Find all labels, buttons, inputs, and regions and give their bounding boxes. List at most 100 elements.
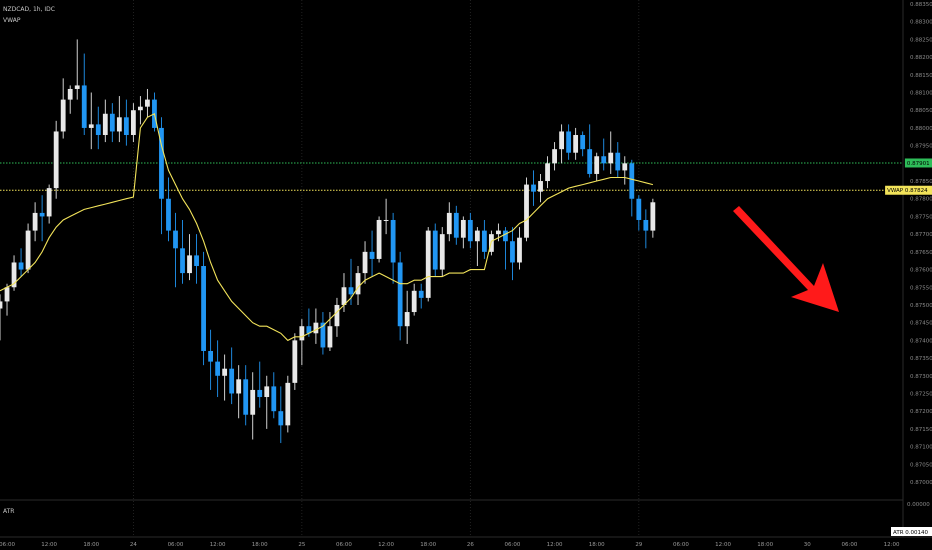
- candle-up: [4, 283, 10, 316]
- candle-body: [320, 322, 326, 348]
- candle-down: [369, 230, 375, 277]
- candle-body: [102, 113, 108, 136]
- candle-body: [95, 124, 101, 136]
- price-tick-label: 0.88200: [910, 55, 932, 61]
- candle-body: [496, 230, 501, 235]
- candle-down: [180, 219, 185, 284]
- candle-body: [383, 219, 389, 221]
- time-tick-label: 12:00: [884, 542, 900, 548]
- candle-body: [629, 163, 635, 199]
- candle-body: [109, 113, 115, 132]
- symbol-title[interactable]: NZDCAD, 1h, IDC: [3, 6, 55, 13]
- candle-down: [636, 195, 642, 231]
- candle-down: [194, 234, 199, 284]
- candle-down: [601, 138, 607, 171]
- candle-down: [467, 212, 473, 249]
- time-axis[interactable]: 06:00 12:00 18:00 24 06:00 12:00 18:00 25 06:00 1…: [0, 542, 900, 548]
- price-tick-label: 0.88150: [910, 73, 932, 79]
- candle-down: [418, 283, 424, 309]
- candle-down: [215, 340, 221, 398]
- candle-up: [116, 96, 122, 143]
- candle-body: [334, 304, 340, 327]
- time-tick-label: 06:00: [336, 542, 352, 548]
- candle-down: [257, 361, 263, 408]
- candle-body: [411, 290, 417, 313]
- candle-body: [397, 262, 403, 327]
- candle-up: [0, 294, 3, 341]
- candle-body: [18, 262, 24, 270]
- time-tick-label: 25: [298, 542, 305, 548]
- candle-body: [538, 181, 543, 192]
- candle-body: [215, 361, 221, 376]
- time-tick-label: 12:00: [378, 542, 394, 548]
- candle-down: [432, 223, 438, 277]
- down-arrow-annotation[interactable]: [733, 206, 839, 312]
- candle-down: [320, 312, 326, 355]
- candle-down: [566, 124, 572, 160]
- candle-up: [524, 177, 529, 242]
- candle-body: [467, 219, 473, 242]
- candle-body: [180, 248, 185, 274]
- candle-down: [531, 170, 536, 206]
- candle-body: [580, 135, 586, 150]
- time-tick-label: 06:00: [841, 542, 857, 548]
- candle-body: [636, 198, 642, 220]
- candle-up: [334, 297, 340, 337]
- vwap-level-tag-text: VWAP 0.87824: [887, 188, 928, 194]
- candle-up: [425, 227, 431, 302]
- time-tick-label: 12:00: [547, 542, 563, 548]
- green-level-tag-text: 0.87901: [907, 161, 930, 167]
- candle-up: [74, 39, 80, 100]
- candle-body: [208, 350, 213, 362]
- candle-body: [278, 411, 284, 426]
- indicator-label[interactable]: VWAP: [3, 17, 21, 24]
- vwap-line: [0, 112, 654, 342]
- candle-down: [208, 329, 213, 390]
- candle-up: [145, 88, 150, 118]
- price-axis[interactable]: 0.88350 0.88300 0.88250 0.88200 0.88150 0.881…: [910, 2, 932, 486]
- time-tick-label: 29: [635, 542, 642, 548]
- time-tick-label: 18:00: [252, 542, 268, 548]
- candle-body: [594, 156, 600, 174]
- candle-body: [243, 379, 249, 415]
- candle-body: [222, 368, 228, 376]
- candle-body: [425, 230, 431, 298]
- price-tick-label: 0.87250: [910, 391, 932, 397]
- candle-body: [201, 266, 206, 351]
- candle-body: [432, 230, 438, 270]
- candle-down: [271, 372, 277, 419]
- price-tick-label: 0.87300: [910, 374, 932, 380]
- candle-down: [152, 92, 157, 132]
- candle-body: [453, 212, 459, 238]
- candle-down: [629, 159, 635, 217]
- candle-body: [130, 110, 136, 136]
- horizontal-levels: [0, 162, 903, 191]
- candle-body: [88, 124, 94, 128]
- price-tick-label: 0.87400: [910, 338, 932, 344]
- price-tick-label: 0.87700: [910, 232, 932, 238]
- candle-body: [524, 184, 529, 238]
- candle-body: [369, 251, 375, 259]
- candle-body: [643, 219, 649, 231]
- candle-down: [123, 99, 129, 146]
- candle-down: [643, 209, 649, 249]
- candle-body: [145, 99, 150, 107]
- candle-down: [397, 251, 403, 341]
- candle-body: [559, 131, 564, 150]
- candle-body: [531, 184, 536, 192]
- candle-body: [236, 379, 242, 394]
- time-tick-label: 18:00: [589, 542, 605, 548]
- candle-up: [376, 216, 382, 263]
- candle-up: [187, 234, 192, 281]
- price-tick-label: 0.88050: [910, 108, 932, 114]
- candle-body: [81, 85, 87, 128]
- time-tick-label: 06:00: [0, 542, 15, 548]
- candle-down: [81, 53, 87, 136]
- candle-up: [383, 198, 389, 235]
- candle-up: [102, 99, 108, 143]
- candle-body: [355, 273, 361, 295]
- atr-label[interactable]: ATR: [3, 508, 14, 515]
- candle-down: [229, 347, 235, 405]
- price-tick-label: 0.88250: [910, 37, 932, 43]
